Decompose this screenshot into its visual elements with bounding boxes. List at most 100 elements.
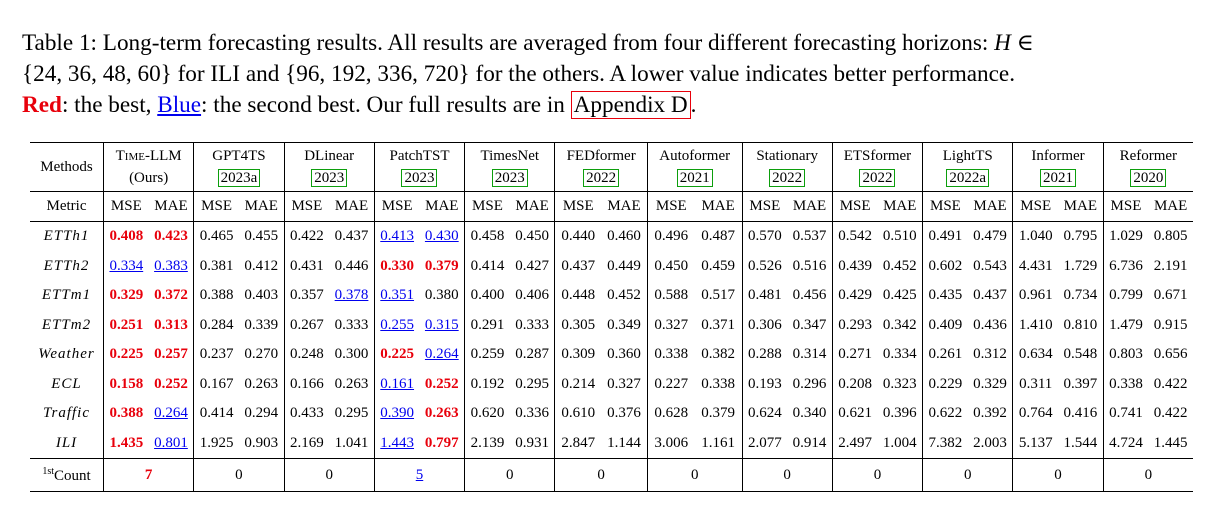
result-cell: 0.333 — [329, 311, 374, 341]
result-cell: 0.381 — [193, 251, 239, 281]
mae-value: 0.360 — [607, 346, 641, 363]
mse-label: MSE — [373, 191, 420, 222]
mae-value: 0.264 — [424, 346, 459, 363]
mse-value: 0.542 — [838, 228, 872, 245]
mse-value: 0.439 — [838, 257, 872, 274]
mse-value: 0.408 — [109, 228, 144, 245]
result-cell: 2.191 — [1148, 252, 1193, 282]
mse-value: 0.267 — [290, 316, 324, 333]
result-cell: 0.334 — [102, 251, 149, 281]
model-name: FEDformer — [566, 148, 636, 164]
mse-value: 0.414 — [199, 405, 234, 422]
mse-value: 0.491 — [928, 228, 963, 245]
model-year[interactable]: 2020 — [1130, 169, 1167, 187]
result-cell: 0.288 — [741, 340, 788, 370]
result-cell: 0.496 — [646, 221, 695, 252]
count-cell: 0 — [831, 458, 923, 492]
result-cell: 0.795 — [1058, 221, 1104, 252]
mse-value: 2.139 — [470, 434, 505, 451]
mse-value: 0.624 — [747, 405, 782, 422]
model-header: LightTS 2022a — [922, 142, 1013, 192]
result-cell: 0.620 — [464, 399, 510, 429]
count-value: 0 — [597, 466, 605, 483]
mse-label: MSE — [1012, 191, 1059, 222]
count-row: 1stCount 7 0 0 5 0 0 0 0 0 0 0 0 — [30, 458, 1193, 492]
mae-value: 0.379 — [424, 257, 459, 274]
mae-value: 0.548 — [1063, 346, 1098, 363]
result-cell: 0.403 — [239, 281, 284, 311]
count-value: 7 — [144, 466, 153, 483]
mse-label: MSE — [554, 191, 602, 222]
mae-value: 0.336 — [515, 405, 549, 422]
result-cell: 1.004 — [877, 429, 922, 459]
result-cell: 0.309 — [554, 340, 602, 370]
mse-label: MSE — [102, 191, 149, 222]
mse-value: 0.388 — [199, 287, 234, 304]
result-cell: 5.137 — [1012, 428, 1059, 459]
mae-value: 0.270 — [244, 346, 279, 363]
mae-value: 1.144 — [607, 434, 641, 451]
model-year[interactable]: 2022 — [859, 169, 896, 187]
mae-value: 0.327 — [607, 375, 641, 392]
appendix-link[interactable]: Appendix D — [570, 91, 691, 119]
mae-value: 0.333 — [515, 316, 549, 333]
mae-value: 1.004 — [882, 434, 917, 451]
result-cell: 0.425 — [877, 281, 922, 311]
model-name: Time-LLM — [115, 148, 182, 164]
result-cell: 0.261 — [922, 340, 968, 370]
result-cell: 0.225 — [102, 340, 149, 370]
model-name: Reformer — [1119, 148, 1178, 164]
table-row: Traffic 0.388 0.264 0.414 0.294 0.433 0.295 0.3… — [30, 399, 1193, 429]
mae-value: 0.412 — [244, 257, 279, 274]
result-cell: 0.360 — [601, 340, 647, 370]
model-year[interactable]: 2023 — [311, 169, 348, 187]
result-cell: 0.161 — [373, 369, 420, 399]
result-cell: 7.382 — [922, 428, 968, 459]
result-cell: 0.406 — [510, 281, 555, 311]
mse-label: MSE — [741, 191, 788, 222]
result-cell: 0.437 — [968, 281, 1013, 311]
result-cell: 0.449 — [601, 252, 647, 282]
mae-value: 0.392 — [973, 405, 1007, 422]
mse-label: MSE — [193, 191, 239, 222]
mae-value: 0.334 — [882, 346, 917, 363]
result-cell: 0.257 — [149, 340, 194, 370]
mse-value: 0.271 — [838, 346, 872, 363]
model-year[interactable]: 2022 — [769, 169, 806, 187]
result-cell: 0.436 — [968, 311, 1013, 341]
result-cell: 0.452 — [601, 281, 647, 311]
mae-value: 0.437 — [334, 228, 369, 245]
mse-value: 0.338 — [654, 346, 689, 363]
result-cell: 0.465 — [193, 221, 239, 252]
model-year[interactable]: 2023 — [401, 169, 438, 187]
mae-value: 0.456 — [792, 287, 827, 304]
mae-value: 1.544 — [1063, 434, 1098, 451]
mae-value: 0.810 — [1063, 316, 1098, 333]
model-year[interactable]: 2021 — [676, 169, 713, 187]
model-year[interactable]: 2022 — [583, 169, 620, 187]
model-header: FEDformer 2022 — [554, 142, 648, 192]
result-cell: 1.040 — [1012, 221, 1059, 252]
mae-value: 0.294 — [244, 405, 279, 422]
model-name: GPT4TS — [212, 148, 266, 164]
model-year[interactable]: 2023 — [491, 169, 528, 187]
result-cell: 0.621 — [831, 399, 878, 429]
result-cell: 0.357 — [283, 281, 330, 311]
result-cell: 0.323 — [877, 370, 922, 400]
mse-value: 0.227 — [654, 375, 689, 392]
caption-tail-text: : the second best. Our full results are … — [201, 92, 571, 118]
result-cell: 0.412 — [239, 252, 284, 282]
model-year[interactable]: 2023a — [217, 169, 261, 187]
mae-value: 0.257 — [154, 346, 188, 363]
mse-value: 0.764 — [1018, 405, 1053, 422]
result-cell: 0.263 — [419, 399, 464, 429]
mse-value: 0.390 — [380, 405, 415, 422]
mse-value: 2.077 — [747, 434, 782, 451]
mse-value: 0.429 — [838, 287, 872, 304]
result-cell: 0.263 — [239, 370, 284, 400]
mae-value: 0.914 — [792, 434, 827, 451]
model-year[interactable]: 2022a — [946, 169, 990, 187]
model-year[interactable]: 2021 — [1040, 169, 1077, 187]
caption-blue-label: Blue — [157, 92, 202, 118]
mse-value: 0.229 — [928, 375, 963, 392]
